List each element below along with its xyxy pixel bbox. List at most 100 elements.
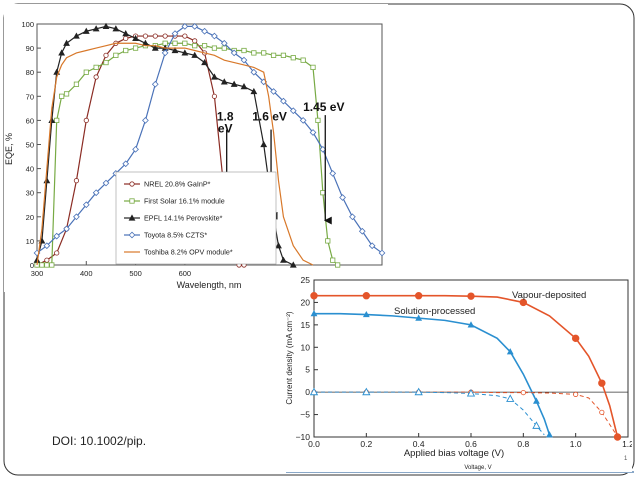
eqe-y-tick-label: 40: [26, 165, 34, 174]
eqe-data-point-1: [54, 117, 60, 123]
jv-data-point-3: [414, 387, 423, 396]
eqe-data-point-3: [289, 107, 297, 115]
eqe-legend-label: Toyota 8.5% CZTS*: [144, 231, 207, 240]
eqe-data-point-1: [290, 55, 296, 61]
eqe-data-point-0: [73, 178, 80, 184]
eqe-series-group: [33, 22, 386, 268]
jv-series-label: Solution-processed: [394, 306, 475, 317]
eqe-data-point-1: [280, 52, 287, 58]
eqe-data-point-3: [349, 213, 356, 221]
eqe-data-point-1: [44, 262, 50, 268]
eqe-y-tick-label: 10: [26, 237, 34, 246]
eqe-data-point-2: [201, 58, 208, 66]
jv-series-line-0: [314, 294, 619, 438]
jv-data-point-1: [467, 321, 475, 328]
jv-data-point-2: [599, 409, 605, 415]
eqe-data-point-2: [240, 83, 248, 90]
jv-data-point-2: [520, 389, 526, 396]
eqe-data-point-3: [211, 32, 218, 40]
eqe-x-tick-label: 300: [31, 269, 44, 278]
eqe-data-point-1: [325, 238, 331, 244]
eqe-data-point-3: [358, 227, 366, 235]
eqe-x-axis-label: Wavelength, nm: [177, 280, 242, 290]
eqe-data-point-0: [93, 74, 99, 80]
eqe-data-point-1: [241, 47, 247, 54]
jv-data-point-0: [414, 292, 423, 300]
eqe-bandgap-label: eV: [218, 121, 233, 135]
eqe-y-tick-label: 100: [21, 20, 34, 29]
eqe-data-point-2: [191, 51, 199, 58]
eqe-data-point-1: [251, 50, 257, 56]
eqe-data-point-3: [191, 23, 199, 30]
jv-data-point-3: [466, 388, 476, 397]
eqe-data-point-2: [260, 140, 268, 148]
eqe-y-tick-label: 20: [26, 213, 34, 222]
eqe-data-point-3: [181, 23, 189, 30]
eqe-data-point-1: [103, 59, 109, 66]
jv-data-point-1: [546, 431, 553, 438]
eqe-data-point-3: [63, 225, 70, 233]
jv-data-point-0: [598, 379, 606, 387]
eqe-data-point-1: [172, 40, 178, 46]
eqe-legend-marker: [129, 198, 135, 204]
jv-data-point-3: [309, 387, 319, 396]
eqe-data-point-2: [132, 34, 139, 42]
eqe-data-point-3: [132, 145, 139, 153]
eqe-data-point-2: [275, 242, 282, 249]
eqe-y-tick-label: 80: [26, 68, 34, 77]
eqe-legend-marker: [128, 214, 136, 221]
eqe-data-point-2: [220, 78, 228, 85]
eqe-data-point-2: [142, 39, 149, 46]
eqe-y-tick-label: 70: [26, 92, 34, 101]
eqe-data-point-3: [201, 27, 208, 35]
eqe-data-point-2: [58, 49, 66, 56]
eqe-bandgap-label: 1.45 eV: [303, 100, 344, 114]
jv-data-point-3: [506, 394, 515, 402]
jv-data-point-3: [362, 387, 371, 396]
jv-data-point-0: [519, 298, 528, 307]
eqe-data-point-3: [339, 194, 346, 201]
eqe-data-point-2: [280, 256, 287, 263]
jv-data-point-3: [532, 421, 541, 429]
jv-y-tick-label: −5: [300, 410, 310, 420]
eqe-bandgap-label: 1.8: [217, 109, 234, 123]
eqe-data-point-1: [113, 52, 119, 58]
jv-series-label: Vapour-deposited: [512, 290, 586, 301]
eqe-data-point-1: [123, 47, 129, 54]
eqe-data-point-1: [315, 117, 321, 123]
eqe-data-point-2: [151, 44, 159, 51]
eqe-data-point-3: [220, 39, 228, 47]
jv-series-line-3: [314, 391, 545, 436]
eqe-y-tick-label: 60: [26, 116, 34, 125]
eqe-data-point-1: [270, 52, 277, 58]
eqe-y-tick-label: 90: [26, 44, 34, 53]
eqe-legend: NREL 20.8% GaInP* First Solar 16.1% modul…: [115, 171, 277, 265]
eqe-y-axis-label: EQE, %: [4, 133, 14, 165]
eqe-x-tick-label: 500: [129, 269, 142, 278]
eqe-legend-marker: [129, 181, 135, 187]
jv-x-tick-label: 0.6: [465, 439, 477, 449]
eqe-data-point-3: [299, 117, 307, 124]
eqe-data-point-1: [261, 50, 267, 56]
eqe-data-point-3: [82, 201, 90, 209]
jv-data-point-0: [467, 292, 475, 300]
eqe-series-line-4: [36, 42, 314, 266]
eqe-data-point-0: [83, 117, 89, 124]
eqe-data-point-2: [92, 25, 100, 32]
jv-x-tick-label: 1.2: [622, 439, 632, 449]
jv-y-tick-label: 15: [301, 320, 311, 330]
jv-chart-background: [284, 270, 632, 472]
eqe-data-point-3: [43, 242, 51, 250]
eqe-series-line-3: [36, 25, 383, 254]
eqe-axis-ticks: 0 10 20 30 40 50 60 70 80 90 100 300 400 500 600: [21, 20, 191, 278]
eqe-data-point-3: [73, 213, 80, 221]
eqe-data-point-1: [201, 43, 208, 49]
jv-x-tick-label: 1.0: [570, 439, 582, 449]
jv-x-tick-label: 0.4: [413, 439, 425, 449]
eqe-data-point-2: [250, 87, 258, 95]
jv-axis-ticks: −10 −5 0 5 10 15 20 25 0.0 0.2 0.4 0.6 0.8 1.0 1.2: [296, 275, 632, 449]
eqe-data-point-3: [122, 160, 130, 168]
jv-x-axis-label: Applied bias voltage (V): [404, 448, 504, 459]
eqe-data-point-0: [211, 93, 218, 99]
eqe-data-point-0: [54, 250, 60, 256]
